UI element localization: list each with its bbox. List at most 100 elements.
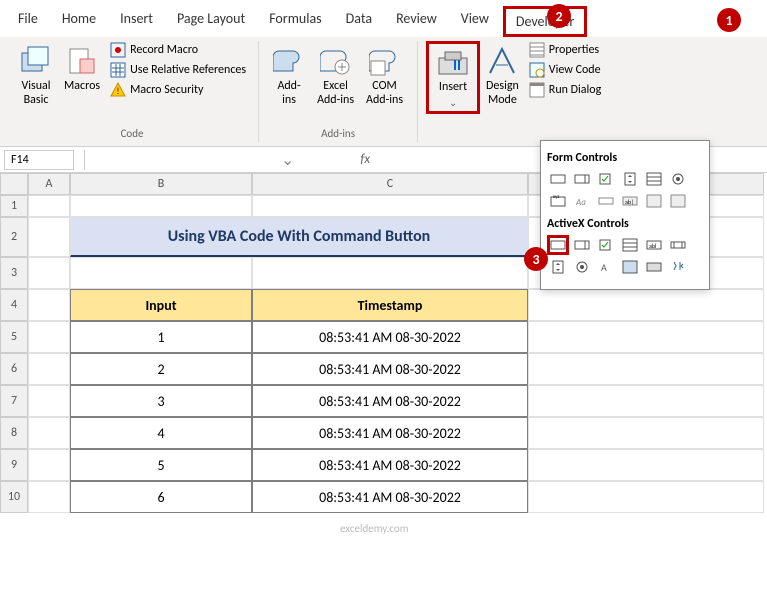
tab-view[interactable]: View [451, 6, 499, 37]
activex-command-button-icon[interactable] [547, 235, 569, 255]
form-button-icon[interactable] [547, 169, 569, 189]
activex-textbox-icon[interactable]: abl [643, 235, 665, 255]
com-addins-button[interactable]: COM Add-ins [360, 41, 409, 111]
macro-security-button[interactable]: ! Macro Security [106, 81, 250, 99]
visual-basic-button[interactable]: Visual Basic [14, 41, 58, 111]
activex-option-icon[interactable] [571, 257, 593, 277]
excel-addins-button[interactable]: Excel Add-ins [311, 41, 360, 111]
activex-toggle-icon[interactable] [643, 257, 665, 277]
use-relative-label: Use Relative References [130, 63, 246, 77]
sheet-title[interactable]: Using VBA Code With Command Button [70, 217, 528, 257]
form-combo2-icon[interactable] [643, 191, 665, 211]
form-groupbox-icon[interactable]: xyz [547, 191, 569, 211]
view-code-label: View Code [549, 63, 601, 77]
cell-c5[interactable]: 08:53:41 AM 08-30-2022 [252, 321, 528, 353]
row-header-5[interactable]: 5 [0, 321, 28, 353]
com-addins-label: COM Add-ins [366, 79, 403, 107]
form-spin-icon[interactable] [619, 169, 641, 189]
group-controls: Insert ⌄ Design Mode Properties View Cod… [418, 41, 613, 142]
record-macro-icon [110, 42, 126, 58]
visual-basic-icon [20, 45, 52, 77]
row-header-9[interactable]: 9 [0, 449, 28, 481]
ribbon: Visual Basic Macros Record Macro Use Rel… [0, 37, 767, 147]
row-header-3[interactable]: 3 [0, 257, 28, 289]
cell-b5[interactable]: 1 [70, 321, 252, 353]
cell-b8[interactable]: 4 [70, 417, 252, 449]
form-option-icon[interactable] [667, 169, 689, 189]
select-all-corner[interactable] [0, 173, 28, 195]
cell-c8[interactable]: 08:53:41 AM 08-30-2022 [252, 417, 528, 449]
form-label-icon[interactable]: Aa [571, 191, 593, 211]
row-header-7[interactable]: 7 [0, 385, 28, 417]
tab-page-layout[interactable]: Page Layout [167, 6, 255, 37]
insert-controls-dropdown: Form Controls xyz Aa ab| ActiveX Control… [540, 140, 710, 290]
form-combo3-icon[interactable] [667, 191, 689, 211]
svg-text:!: ! [117, 86, 120, 97]
col-header-a[interactable]: A [28, 173, 70, 195]
tab-formulas[interactable]: Formulas [259, 6, 331, 37]
form-listbox-icon[interactable] [643, 169, 665, 189]
use-relative-icon [110, 62, 126, 78]
activex-controls-heading: ActiveX Controls [547, 217, 703, 231]
addins-button[interactable]: Add- ins [267, 41, 311, 111]
design-mode-button[interactable]: Design Mode [480, 41, 525, 111]
tab-insert[interactable]: Insert [110, 6, 163, 37]
toolbox-icon [437, 46, 469, 78]
col-header-b[interactable]: B [70, 173, 252, 195]
tab-developer[interactable]: Developer [503, 6, 587, 37]
cell-c10[interactable]: 08:53:41 AM 08-30-2022 [252, 481, 528, 513]
row-header-10[interactable]: 10 [0, 481, 28, 513]
properties-button[interactable]: Properties [525, 41, 605, 59]
form-combo-icon[interactable] [571, 169, 593, 189]
activex-spin-icon[interactable] [547, 257, 569, 277]
com-addins-icon [369, 45, 401, 77]
activex-image-icon[interactable] [619, 257, 641, 277]
row-header-8[interactable]: 8 [0, 417, 28, 449]
activex-scrollbar-icon[interactable] [667, 235, 689, 255]
tab-review[interactable]: Review [386, 6, 447, 37]
cell-c6[interactable]: 08:53:41 AM 08-30-2022 [252, 353, 528, 385]
svg-text:ab|: ab| [625, 198, 634, 206]
macros-label: Macros [64, 79, 100, 93]
row-header-6[interactable]: 6 [0, 353, 28, 385]
run-dialog-icon [529, 82, 545, 98]
cell-b6[interactable]: 2 [70, 353, 252, 385]
cell-b7[interactable]: 3 [70, 385, 252, 417]
tab-data[interactable]: Data [336, 6, 382, 37]
run-dialog-button[interactable]: Run Dialog [525, 81, 605, 99]
cell-b9[interactable]: 5 [70, 449, 252, 481]
activex-label-icon[interactable]: A [595, 257, 617, 277]
record-macro-button[interactable]: Record Macro [106, 41, 250, 59]
cell-c9[interactable]: 08:53:41 AM 08-30-2022 [252, 449, 528, 481]
form-controls-heading: Form Controls [547, 151, 703, 165]
warning-icon: ! [110, 82, 126, 98]
activex-checkbox-icon[interactable] [595, 235, 617, 255]
table-header-timestamp[interactable]: Timestamp [252, 289, 528, 321]
name-box[interactable] [4, 150, 74, 170]
cell-b10[interactable]: 6 [70, 481, 252, 513]
activex-combo-icon[interactable] [571, 235, 593, 255]
svg-text:xyz: xyz [553, 194, 559, 200]
row-header-4[interactable]: 4 [0, 289, 28, 321]
row-header-1[interactable]: 1 [0, 195, 28, 217]
form-scrollbar-icon[interactable] [595, 191, 617, 211]
cell-c7[interactable]: 08:53:41 AM 08-30-2022 [252, 385, 528, 417]
row-header-2[interactable]: 2 [0, 217, 28, 257]
col-header-c[interactable]: C [252, 173, 528, 195]
addins-group-label: Add-ins [321, 125, 355, 142]
activex-listbox-icon[interactable] [619, 235, 641, 255]
tab-home[interactable]: Home [52, 6, 106, 37]
properties-label: Properties [549, 43, 599, 57]
macros-button[interactable]: Macros [58, 41, 106, 97]
macros-icon [66, 45, 98, 77]
view-code-button[interactable]: View Code [525, 61, 605, 79]
form-textfield-icon[interactable]: ab| [619, 191, 641, 211]
fx-icon[interactable]: ⌄ [91, 150, 354, 170]
form-checkbox-icon[interactable] [595, 169, 617, 189]
tab-file[interactable]: File [8, 6, 48, 37]
use-relative-button[interactable]: Use Relative References [106, 61, 250, 79]
insert-controls-button[interactable]: Insert ⌄ [426, 41, 480, 114]
watermark: exceldemy.com [340, 522, 409, 535]
activex-more-icon[interactable] [667, 257, 689, 277]
table-header-input[interactable]: Input [70, 289, 252, 321]
